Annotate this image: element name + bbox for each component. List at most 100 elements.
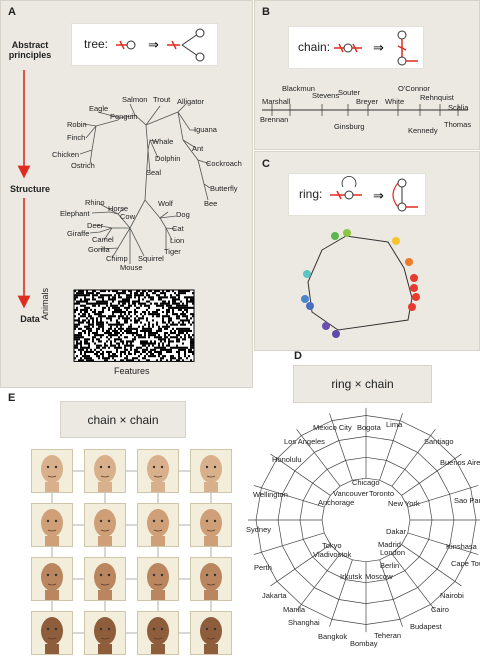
matrix-cell [92,294,94,297]
face-image [137,503,179,547]
matrix-cell [140,292,142,295]
matrix-cell [174,357,176,360]
justice-label-7: White [385,97,405,106]
matrix-cell [142,340,144,343]
matrix-cell [176,304,178,307]
matrix-cell [92,298,94,301]
matrix-cell [86,342,88,345]
matrix-cell [76,306,78,309]
face-image [190,503,232,547]
matrix-cell [84,342,86,345]
matrix-cell [150,348,152,351]
matrix-cell [96,344,98,347]
matrix-cell [180,304,182,307]
matrix-cell [124,302,126,305]
matrix-cell [172,298,174,301]
matrix-cell [102,315,104,318]
matrix-cell [146,359,148,362]
matrix-cell [84,298,86,301]
matrix-cell [182,292,184,295]
matrix-cell [104,344,106,347]
matrix-cell [100,321,102,324]
chain-spoke [270,453,331,496]
matrix-cell [160,357,162,360]
matrix-cell [116,319,118,322]
matrix-cell [160,348,162,351]
matrix-cell [136,292,138,295]
matrix-cell [136,315,138,318]
matrix-cell [84,306,86,309]
matrix-cell [80,292,82,295]
matrix-cell [96,346,98,349]
face-image [190,611,232,655]
city-label-lima: Lima [386,420,403,429]
matrix-cell [82,348,84,351]
matrix-cell [164,332,166,335]
matrix-cell [124,321,126,324]
matrix-cell [170,348,172,351]
face-image [84,611,126,655]
matrix-cell [80,290,82,293]
ring-chain-title-box: ring × chain [293,365,432,403]
matrix-cell [106,336,108,339]
matrix-cell [166,315,168,318]
city-label-perth: Perth [254,563,272,572]
matrix-cell [102,325,104,328]
matrix-cell [124,298,126,301]
tree-form-label: tree: [84,37,109,51]
matrix-cell [86,327,88,330]
matrix-cell [82,304,84,307]
matrix-cell [108,329,110,332]
matrix-cell [142,290,144,293]
matrix-cell [176,323,178,326]
matrix-cell [128,317,130,320]
matrix-cell [168,344,170,347]
matrix-cell [80,353,82,356]
matrix-cell [132,302,134,305]
matrix-cell [142,336,144,339]
matrix-cell [112,323,114,326]
matrix-cell [126,321,128,324]
matrix-cell [116,321,118,324]
matrix-cell [182,319,184,322]
matrix-cell [98,300,100,303]
matrix-cell [116,342,118,345]
matrix-cell [180,292,182,295]
matrix-cell [134,317,136,320]
matrix-cell [104,332,106,335]
chain-spoke [329,413,353,481]
matrix-cell [150,298,152,301]
matrix-cell [192,315,194,318]
matrix-cell [78,290,80,293]
svg-text:⇒: ⇒ [148,38,159,53]
matrix-cell [106,350,108,353]
matrix-cell [148,311,150,314]
matrix-cell [146,304,148,307]
city-label-bombay: Bombay [350,639,378,648]
matrix-cell [130,348,132,351]
matrix-cell [162,338,164,341]
panel-d-label: D [294,350,302,362]
matrix-cell [124,313,126,316]
matrix-cell [174,298,176,301]
matrix-cell [190,306,192,309]
matrix-cell [178,355,180,358]
matrix-cell [158,336,160,339]
matrix-cell [78,300,80,303]
matrix-cell [116,329,118,332]
matrix-cell [164,334,166,337]
matrix-cell [132,357,134,360]
matrix-cell [136,290,138,293]
matrix-cell [130,332,132,335]
matrix-cell [114,294,116,297]
matrix-cell [94,336,96,339]
matrix-cell [170,355,172,358]
matrix-cell [158,294,160,297]
matrix-cell [108,334,110,337]
matrix-cell [126,315,128,318]
matrix-cell [186,296,188,299]
matrix-cell [180,300,182,303]
matrix-cell [128,313,130,316]
matrix-cell [114,308,116,311]
matrix-cell [162,290,164,293]
